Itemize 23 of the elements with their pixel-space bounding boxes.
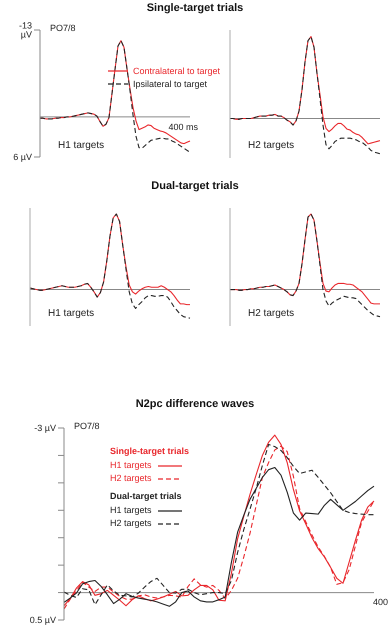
annotation: Dual-target trials (110, 491, 183, 501)
legend-label: Ipsilateral to target (133, 79, 208, 89)
annotation: PO7/8 (50, 23, 76, 33)
legend-label: Contralateral to target (133, 66, 220, 76)
legend-label: H2 targets (110, 473, 152, 483)
y-tick-label: 0.5 µV (30, 615, 56, 626)
annotation: PO7/8 (74, 421, 100, 431)
y-tick-label: -13 µV (18, 20, 32, 40)
annotation: H2 targets (248, 140, 294, 151)
annotation: H1 targets (58, 140, 104, 151)
annotation: 400 (372, 597, 388, 608)
legend-label: H2 targets (110, 518, 152, 528)
legend-label: H1 targets (110, 460, 152, 470)
chart-title: Dual-target trials (150, 180, 240, 192)
y-tick-label: 6 µV (13, 152, 32, 162)
chart-title: N2pc difference waves (134, 398, 256, 410)
chart-title: Single-target trials (146, 2, 244, 14)
annotation: 400 ms (168, 122, 198, 132)
annotation: Single-target trials (110, 446, 190, 456)
annotation: H1 targets (48, 308, 94, 319)
y-tick-label: -3 µV (34, 423, 56, 434)
annotation: H2 targets (248, 308, 294, 319)
legend-label: H1 targets (110, 505, 152, 515)
